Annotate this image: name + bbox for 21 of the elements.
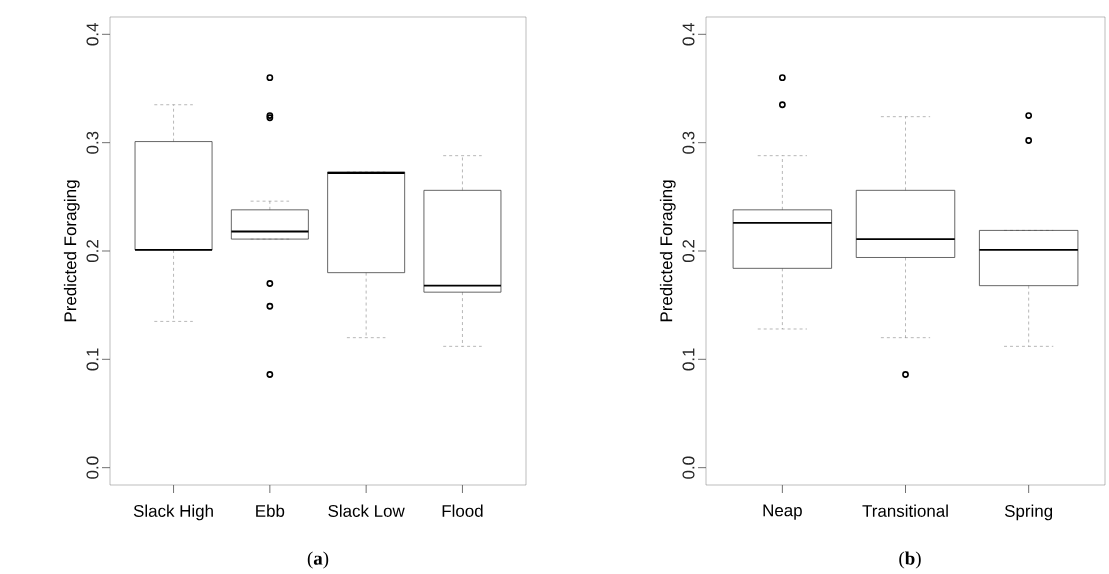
y-tick-label: 0.0 — [86, 456, 99, 479]
y-tick-label: 0.4 — [86, 23, 99, 46]
y-tick-label: 0.1 — [682, 348, 695, 371]
y-axis-title: Predicted Foraging — [659, 180, 676, 322]
text: (a) — [307, 551, 329, 569]
y-tick-label: 0.3 — [682, 131, 695, 154]
x-tick-label: Neap — [763, 504, 802, 520]
y-tick-label: 0.2 — [86, 240, 99, 263]
x-tick-label: Flood — [442, 504, 483, 517]
y-tick-label: 0.0 — [682, 456, 695, 479]
y-tick-label: 0.1 — [86, 348, 99, 371]
y-tick-label: 0.4 — [682, 23, 695, 46]
x-tick-label: Transitional — [862, 504, 948, 517]
x-tick-label: Ebb — [256, 504, 285, 517]
y-tick-label: 0.2 — [682, 240, 695, 263]
x-tick-label: Slack High — [133, 504, 213, 521]
x-tick-label: Slack Low — [328, 504, 405, 517]
y-axis-title: Predicted Foraging — [63, 180, 80, 322]
x-tick-label: Spring — [1004, 504, 1053, 521]
text: (b) — [899, 551, 921, 569]
y-tick-label: 0.3 — [86, 131, 99, 154]
